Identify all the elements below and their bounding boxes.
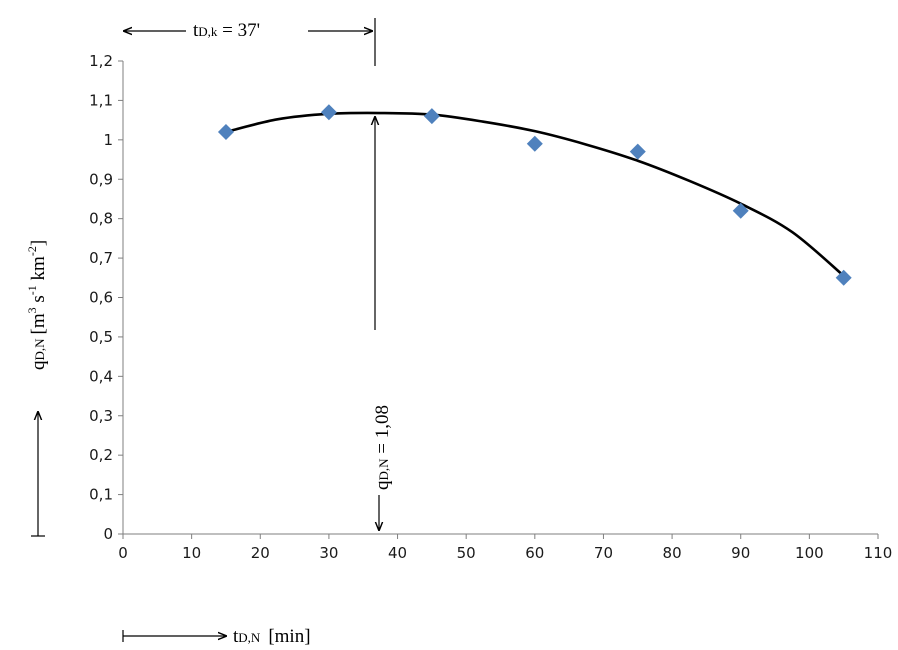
x-tick-label: 90 (731, 544, 750, 562)
y-axis-unit-4: km (28, 256, 49, 285)
data-point (732, 202, 749, 219)
y-axis-unit-3: -1 (25, 285, 39, 295)
data-point (217, 123, 234, 140)
x-tick-label: 0 (118, 544, 128, 562)
axes (122, 61, 878, 535)
y-axis-title-main: q (28, 360, 49, 370)
x-tick-label: 110 (864, 544, 893, 562)
y-axis-unit-0: [m (28, 313, 49, 334)
critical-time-label-sub: D,k (198, 24, 218, 39)
y-tick-label: 0,1 (89, 486, 113, 504)
x-tick-label: 30 (319, 544, 338, 562)
critical-time-label: tD,k = 37' (193, 20, 260, 41)
y-tick-label: 0,9 (89, 170, 113, 188)
y-axis-title-sub: D,N (32, 338, 47, 361)
y-tick-label: 0 (103, 525, 113, 543)
data-point (526, 135, 543, 152)
critical-time-annotation: tD,k = 37' (124, 18, 376, 66)
y-tick-label: 0,3 (89, 407, 113, 425)
x-tick-label: 70 (594, 544, 613, 562)
y-tick-label: 0,8 (89, 210, 113, 228)
y-axis-unit-6: ] (28, 240, 49, 246)
x-axis-title-main: t (233, 626, 239, 647)
data-point (835, 269, 852, 286)
x-axis-label: tD,N [min] (122, 626, 311, 647)
y-tick-label: 0,6 (89, 289, 113, 307)
y-axis-unit-5: -2 (25, 246, 39, 256)
x-tick-label: 100 (795, 544, 824, 562)
peak-value-label-sub: D,N (376, 458, 391, 481)
y-tick-label: 0,7 (89, 249, 113, 267)
y-ticks: 0 0,1 0,2 0,3 0,4 0,5 0,6 0,7 0,8 0,9 1 1,1 1,2 (89, 52, 123, 543)
y-tick-label: 1,2 (89, 52, 113, 70)
peak-value-label-rest: = 1,08 (372, 405, 393, 458)
y-tick-label: 0,4 (89, 367, 113, 385)
y-axis-title: qD,N [m3 s-1 km-2] (25, 240, 49, 370)
y-tick-label: 1,1 (89, 91, 113, 109)
y-axis-unit-2: s (28, 295, 49, 307)
data-point (423, 108, 440, 125)
data-point (320, 104, 337, 121)
x-tick-label: 20 (251, 544, 270, 562)
y-tick-label: 0,2 (89, 446, 113, 464)
x-tick-label: 50 (457, 544, 476, 562)
y-tick-label: 1 (103, 131, 113, 149)
peak-value-label-main: q (372, 480, 393, 490)
peak-value-annotation: qD,N = 1,08 (372, 117, 393, 530)
y-axis-unit-1: 3 (25, 307, 39, 313)
peak-value-label: qD,N = 1,08 (372, 405, 393, 490)
x-tick-label: 80 (663, 544, 682, 562)
x-axis-title-sub: D,N (238, 630, 261, 645)
x-axis-title: tD,N [min] (233, 626, 311, 647)
x-tick-label: 10 (182, 544, 201, 562)
x-tick-label: 40 (388, 544, 407, 562)
x-axis-unit: [min] (268, 626, 310, 647)
critical-time-label-rest: = 37' (217, 20, 260, 41)
data-point (629, 143, 646, 160)
x-ticks: 0 10 20 30 40 50 60 70 80 90 100 110 (118, 534, 892, 562)
points (217, 104, 852, 286)
critical-time-label-main: t (193, 20, 199, 41)
y-axis-label: qD,N [m3 s-1 km-2] (25, 240, 49, 537)
x-tick-label: 60 (525, 544, 544, 562)
y-tick-label: 0,5 (89, 328, 113, 346)
